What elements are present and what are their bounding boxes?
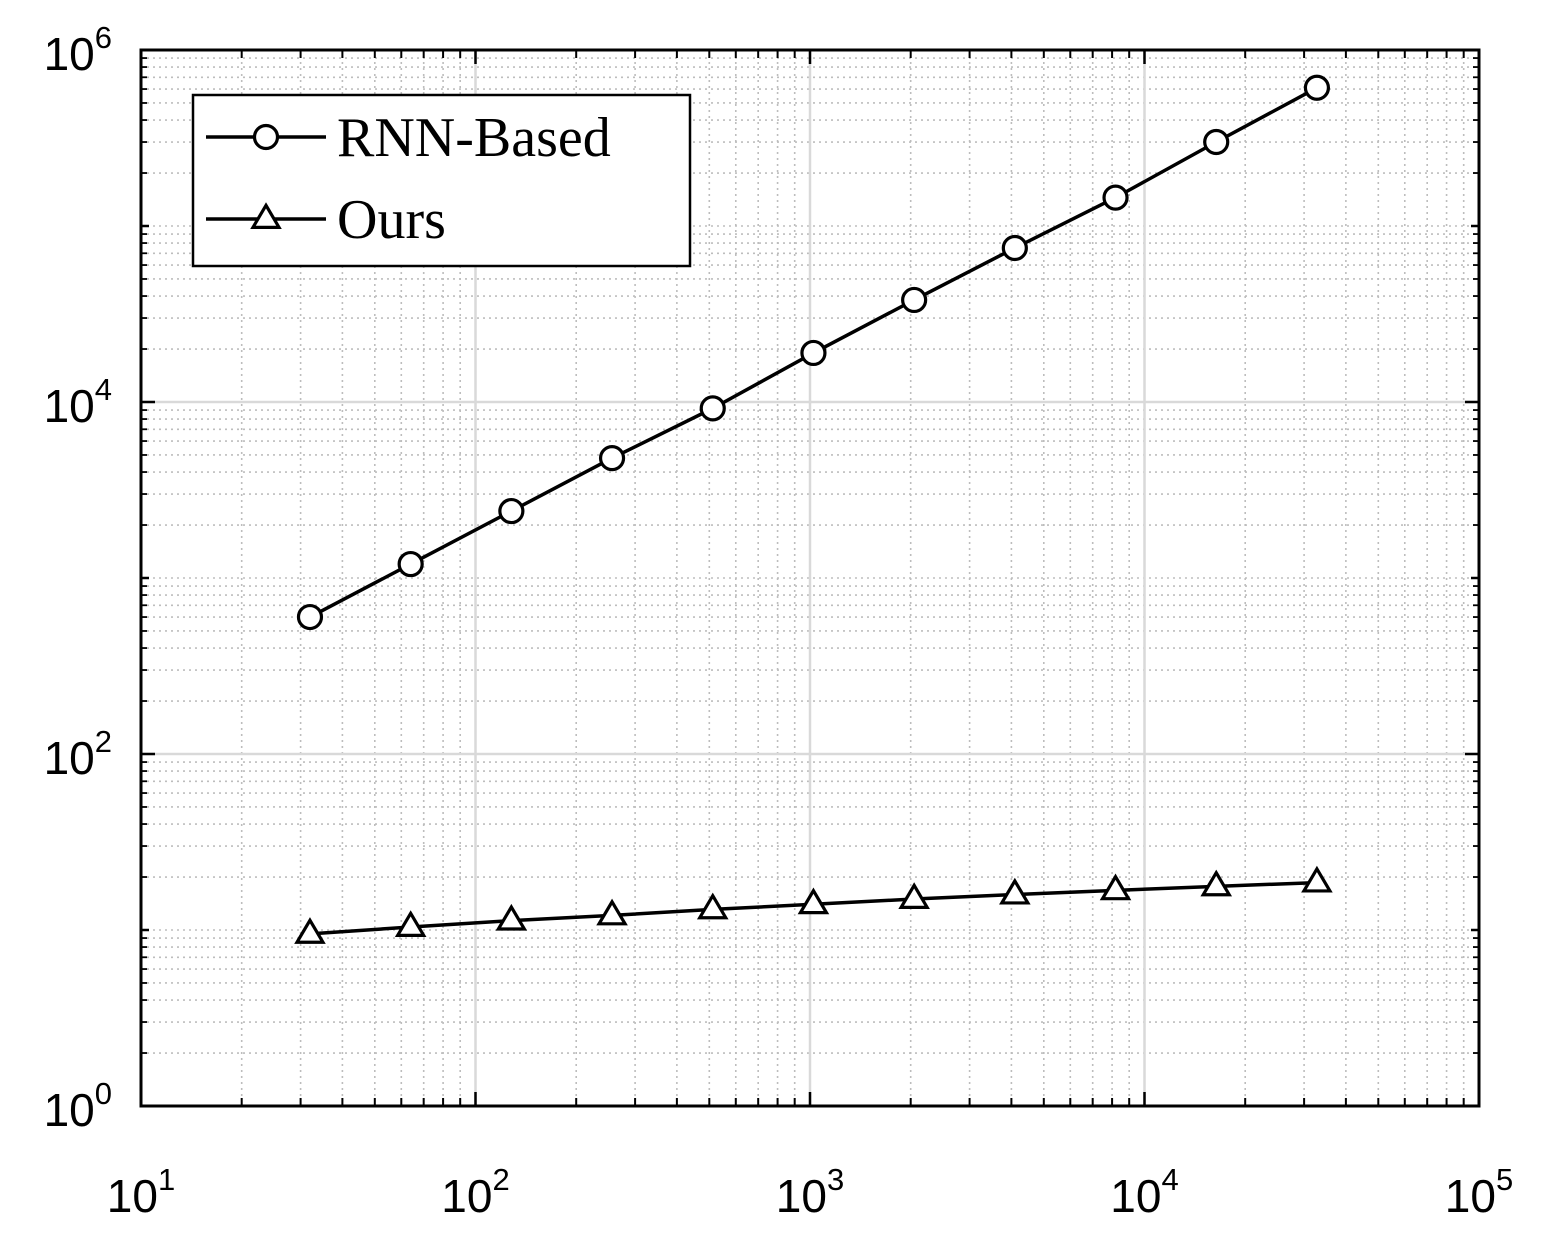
circle-marker [699,395,726,422]
circle-marker [800,339,827,367]
circle-marker [397,550,424,578]
x-tick-label: 103 [776,1162,844,1222]
x-tick-label: 102 [441,1162,509,1222]
circle-marker [901,286,928,314]
circle-marker [598,445,626,472]
y-tick-label: 106 [44,20,112,80]
x-tick-label: 105 [1445,1162,1513,1222]
circle-marker [1001,234,1028,262]
axis-ticks [139,48,1481,1108]
triangle-marker [898,882,930,909]
legend: RNN-Based Ours [191,93,692,268]
triangle-marker [596,898,628,926]
triangle-marker [250,202,282,229]
triangle-marker [294,917,326,944]
circle-marker [1102,184,1129,211]
triangle-marker [797,887,830,915]
circle-marker [296,603,324,631]
legend-label: Ours [337,189,446,251]
series-ours [294,865,1333,944]
triangle-marker [1200,869,1233,897]
y-tick-label: 104 [44,372,112,432]
legend-box [191,93,692,268]
circle-marker [252,123,280,151]
legend-item: Ours [206,189,446,251]
x-tick-label: 104 [1110,1162,1178,1222]
y-tick-label: 102 [44,724,112,784]
triangle-marker [1099,873,1132,901]
series-rnn-based [296,74,1331,631]
tick-labels: 101 102 103 104 105 100 102 104 106 [44,20,1514,1222]
series-layer [294,74,1333,944]
triangle-marker [495,903,528,931]
y-tick-label: 100 [44,1076,112,1136]
circle-marker [498,497,525,525]
legend-item: RNN-Based [206,107,611,169]
triangle-marker [1301,865,1333,893]
circle-marker [1203,128,1230,156]
triangle-marker [696,892,729,920]
triangle-marker [999,877,1031,905]
circle-marker [1303,74,1331,101]
triangle-marker [394,910,427,937]
legend-label: RNN-Based [337,107,611,169]
x-tick-label: 101 [107,1162,175,1222]
major-grid [141,50,1479,1106]
